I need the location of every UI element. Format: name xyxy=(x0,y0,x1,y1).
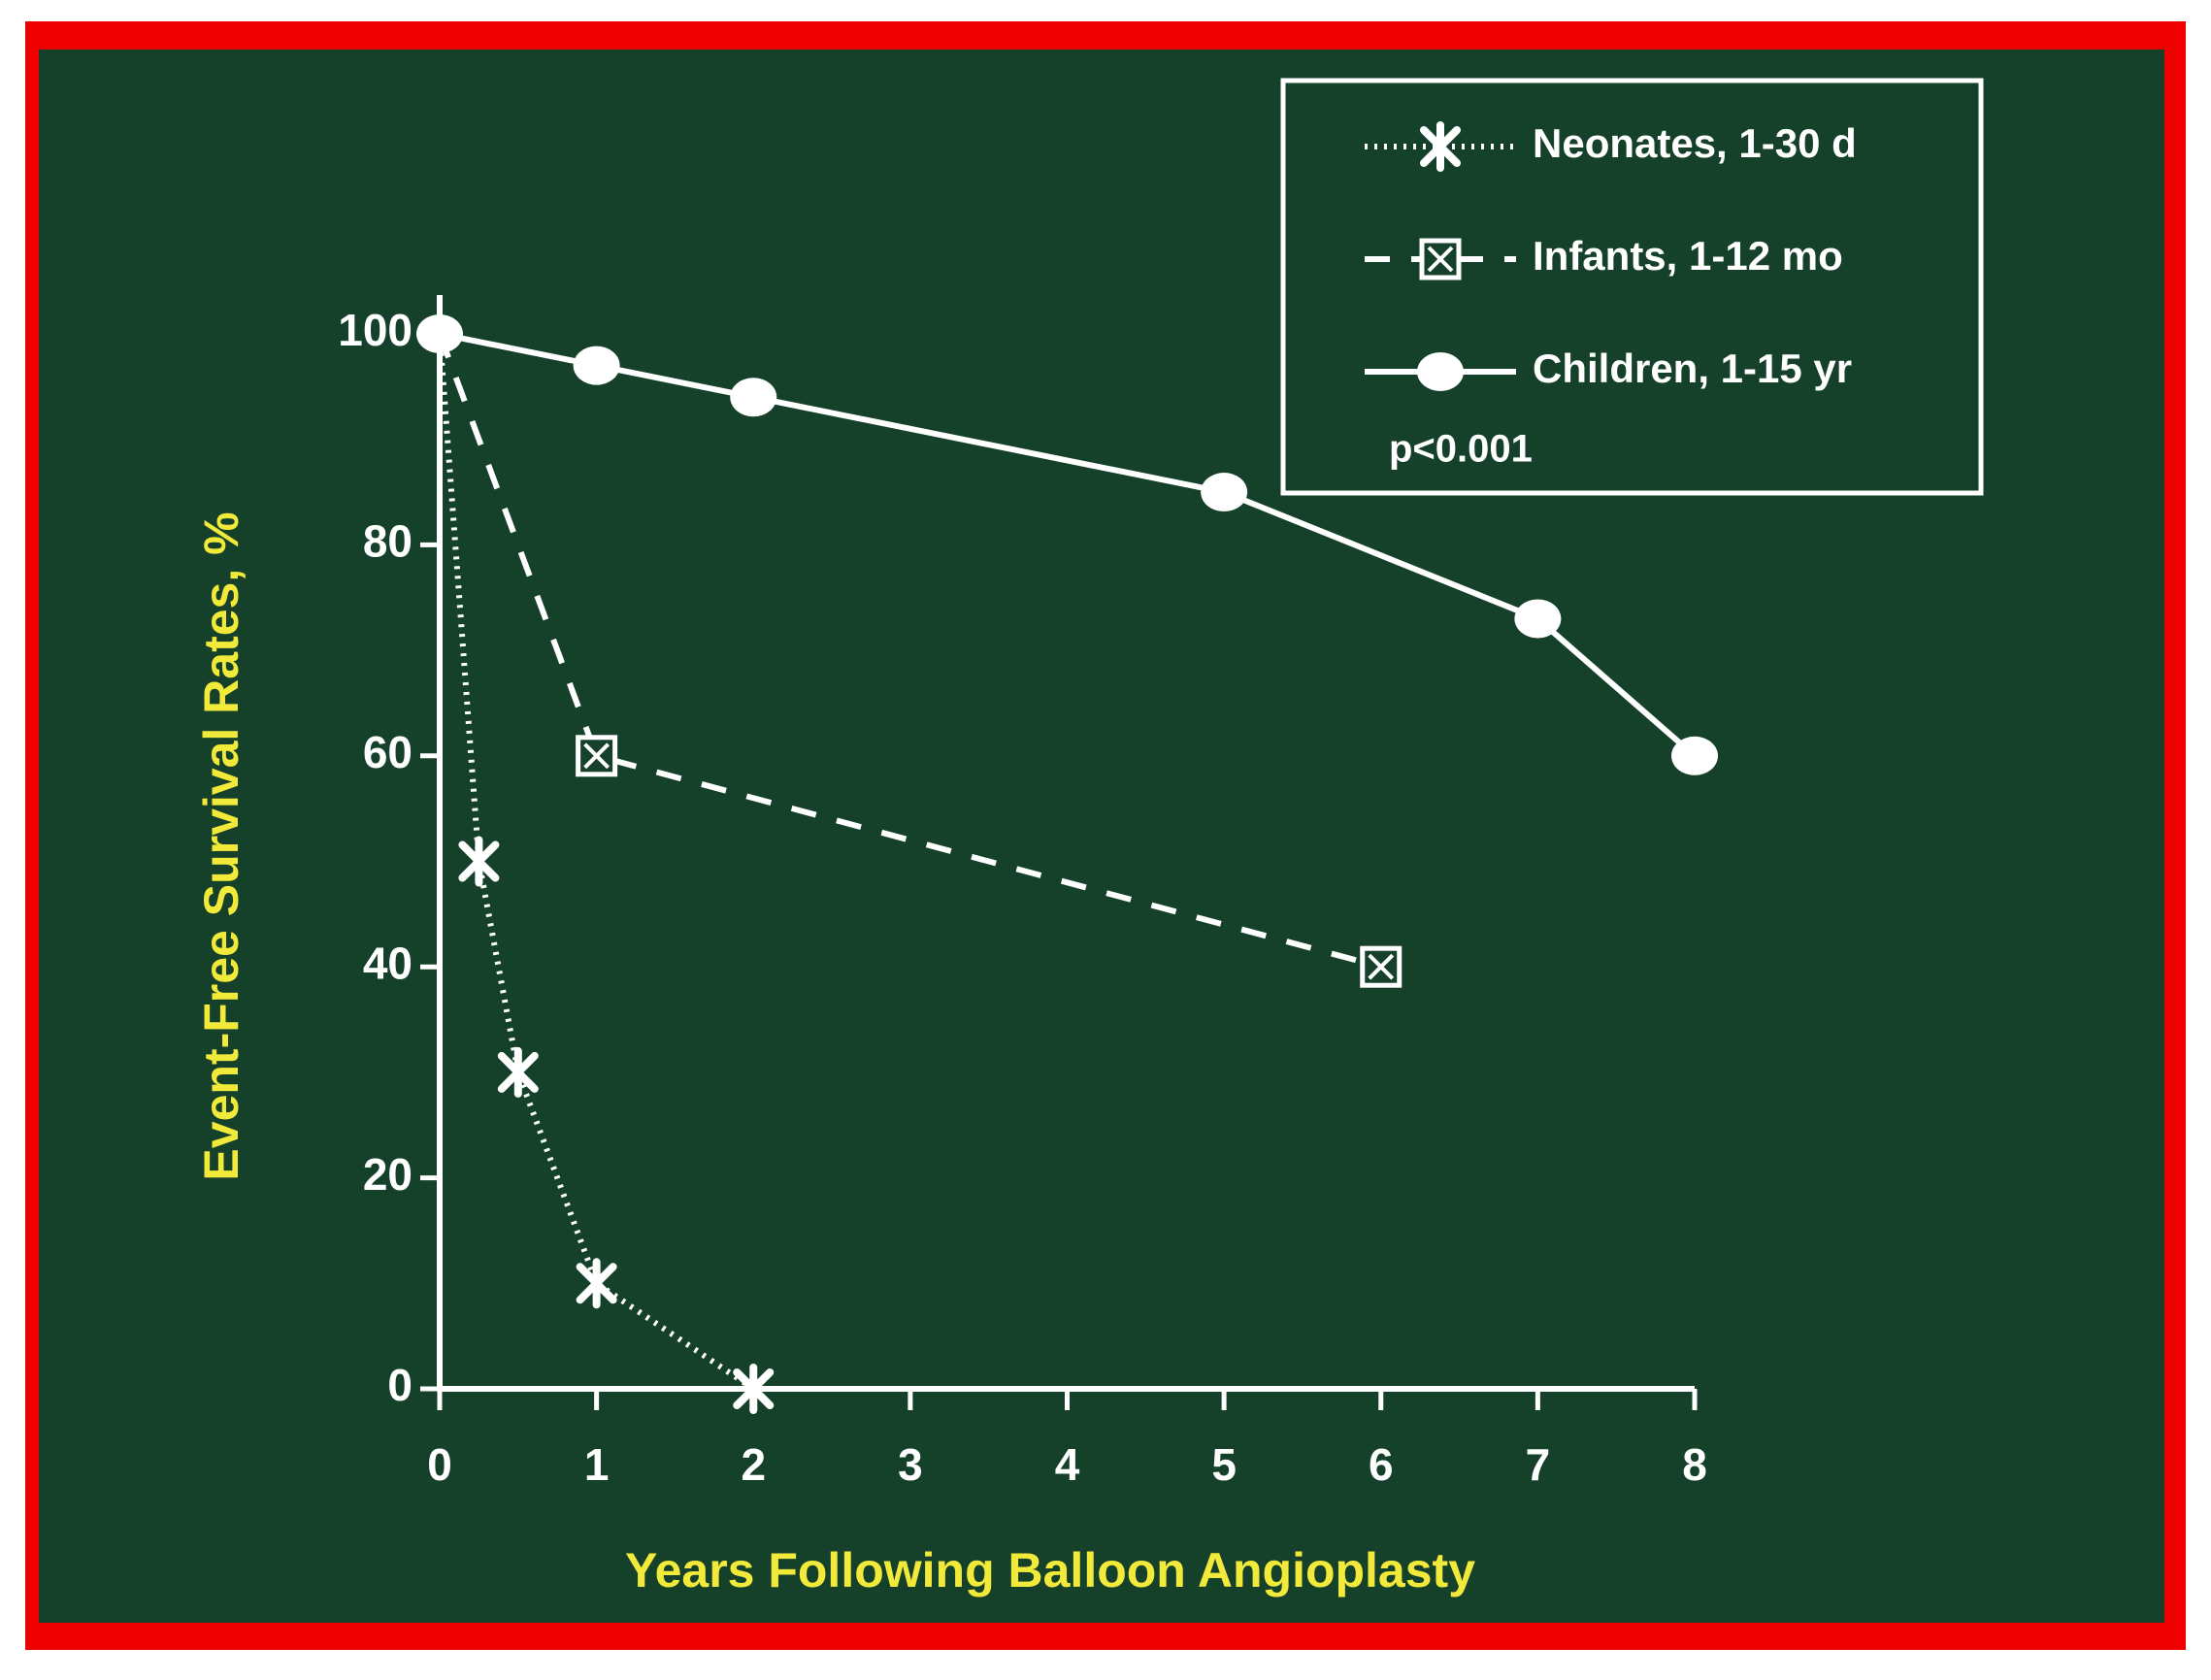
y-tick-label: 20 xyxy=(363,1149,412,1200)
marker xyxy=(1514,599,1562,639)
x-tick-label: 8 xyxy=(1682,1439,1707,1490)
marker xyxy=(497,1046,539,1098)
x-tick-label: 5 xyxy=(1211,1439,1237,1490)
y-axis-label: Event-Free Survival Rates, % xyxy=(194,511,248,1180)
marker-asterisk xyxy=(497,1046,539,1098)
marker-cross xyxy=(583,742,610,770)
legend-label: Infants, 1-12 mo xyxy=(1533,233,1843,279)
marker xyxy=(576,1258,617,1309)
marker xyxy=(1671,736,1718,775)
marker xyxy=(416,314,463,353)
marker-circle xyxy=(1417,352,1464,391)
x-tick-label: 2 xyxy=(741,1439,766,1490)
marker xyxy=(576,735,618,777)
plot-background xyxy=(39,49,2164,1623)
y-tick-label: 40 xyxy=(363,938,412,988)
x-tick-label: 0 xyxy=(427,1439,452,1490)
marker-cross xyxy=(1368,953,1395,980)
marker-circle xyxy=(730,378,777,417)
annotation: p<0.001 xyxy=(1389,428,1533,471)
marker-circle xyxy=(416,314,463,353)
x-tick-label: 1 xyxy=(584,1439,610,1490)
marker xyxy=(1419,238,1462,280)
marker-asterisk xyxy=(458,836,500,887)
marker xyxy=(1417,352,1464,391)
x-tick-label: 6 xyxy=(1369,1439,1394,1490)
x-tick-label: 4 xyxy=(1055,1439,1080,1490)
marker-box xyxy=(1419,238,1462,280)
marker xyxy=(458,836,500,887)
marker-cross xyxy=(1427,246,1454,273)
marker xyxy=(1360,945,1402,988)
marker xyxy=(733,1364,775,1414)
marker xyxy=(1420,121,1461,172)
y-tick-label: 0 xyxy=(387,1360,412,1410)
series-line xyxy=(439,331,1697,759)
marker xyxy=(730,378,777,417)
marker-asterisk xyxy=(733,1364,775,1414)
marker xyxy=(1201,473,1248,512)
legend-box xyxy=(1280,78,1984,496)
series-line xyxy=(437,333,755,1392)
legend-label: Neonates, 1-30 d xyxy=(1533,120,1857,166)
marker-circle xyxy=(1671,736,1718,775)
marker-circle xyxy=(573,346,620,385)
marker-circle xyxy=(1514,599,1562,639)
marker-circle xyxy=(1201,473,1248,512)
y-tick-label: 80 xyxy=(363,516,412,567)
marker xyxy=(573,346,620,385)
series-line xyxy=(437,332,1382,971)
x-axis-label: Years Following Balloon Angioplasty xyxy=(625,1543,1475,1598)
marker-asterisk xyxy=(1420,121,1461,172)
x-tick-label: 7 xyxy=(1526,1439,1551,1490)
marker-asterisk xyxy=(576,1258,617,1309)
x-tick-label: 3 xyxy=(898,1439,923,1490)
legend-label: Children, 1-15 yr xyxy=(1533,346,1852,391)
y-tick-label: 60 xyxy=(363,727,412,777)
y-tick-label: 100 xyxy=(338,305,412,355)
